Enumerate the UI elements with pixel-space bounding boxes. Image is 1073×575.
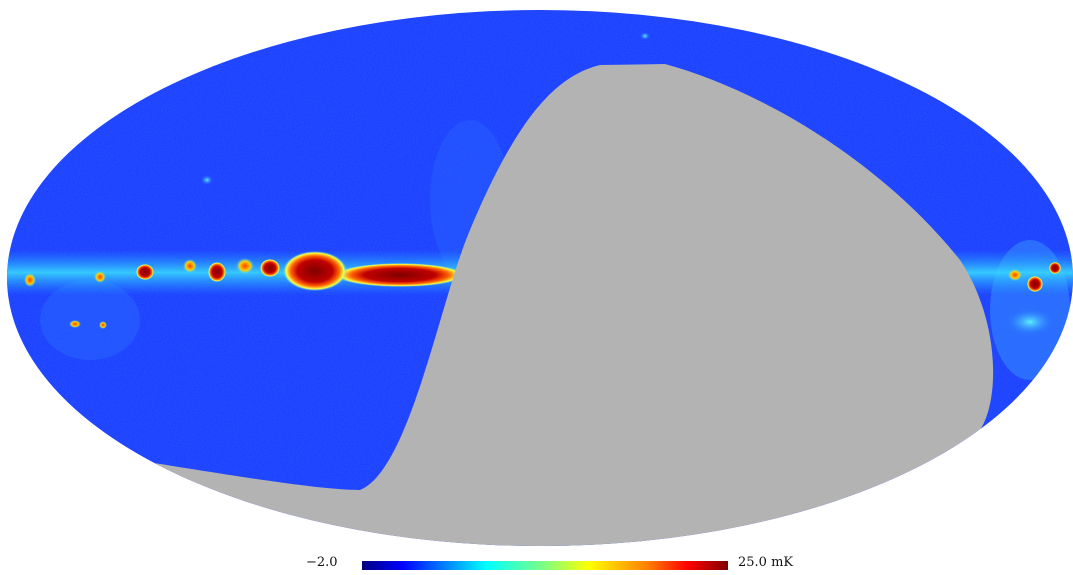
emission-source: [24, 273, 36, 287]
emission-source: [69, 320, 81, 328]
emission-source: [208, 262, 226, 282]
colorbar: [362, 561, 728, 570]
faint-region-left: [40, 280, 140, 360]
colorbar-max-label: 25.0 mK: [738, 555, 794, 570]
emission-source: [201, 175, 213, 185]
emission-source: [94, 271, 106, 283]
emission-source: [99, 321, 107, 329]
plane-emission-east: [335, 263, 465, 287]
emission-source: [640, 32, 650, 40]
masked-region: [7, 64, 1073, 546]
emission-source: [1027, 276, 1043, 292]
emission-region: [1005, 308, 1055, 336]
plane-emission-complex: [283, 251, 347, 291]
emission-source: [1049, 262, 1061, 274]
emission-source: [136, 264, 154, 280]
colorbar-min-label: −2.0: [306, 555, 338, 570]
emission-source: [236, 258, 254, 274]
emission-source: [260, 259, 280, 277]
emission-source: [1008, 269, 1022, 281]
emission-source: [183, 259, 197, 273]
